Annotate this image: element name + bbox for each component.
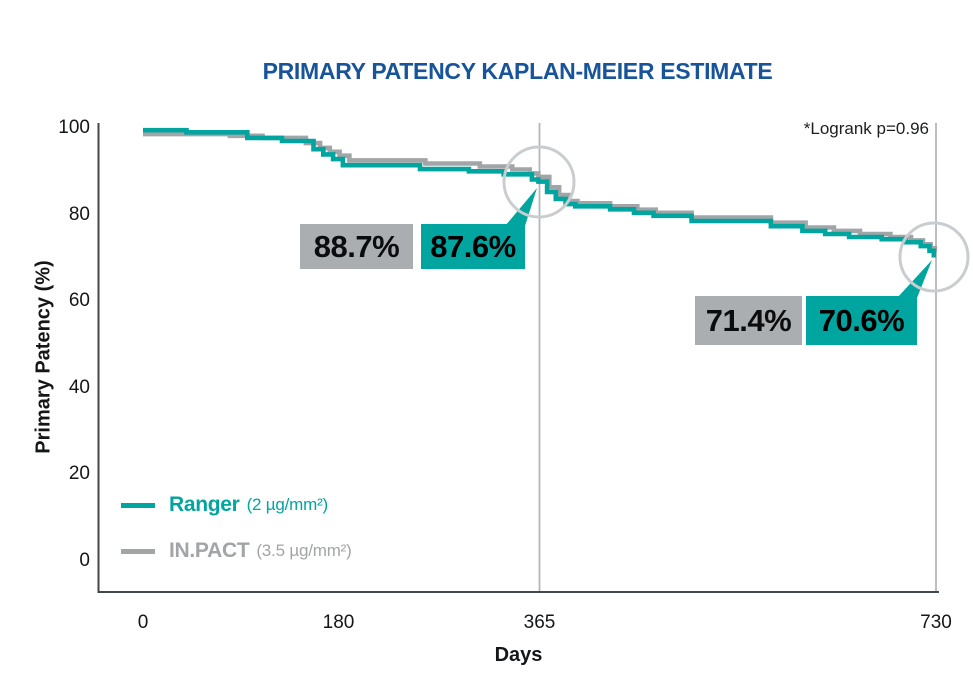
value-box-ranger-730: 70.6% (806, 296, 917, 345)
x-axis-title: Days (494, 644, 543, 666)
callout-pointer-365 (505, 188, 537, 226)
y-tick-80: 80 (68, 203, 90, 225)
highlight-circle-day-365 (502, 145, 576, 219)
legend-ranger-dose: (2 µg/mm²) (246, 495, 329, 514)
y-tick-60: 60 (68, 290, 90, 311)
y-tick-20: 20 (68, 463, 90, 484)
x-tick-365: 365 (523, 612, 556, 633)
value-box-inpact-365: 88.7% (300, 224, 413, 269)
legend-item-ranger: Ranger (2 µg/mm²) (121, 492, 352, 518)
legend: Ranger (2 µg/mm²) IN.PACT (3.5 µg/mm²) (121, 492, 352, 584)
y-tick-0: 0 (79, 549, 90, 571)
ranger-km-curve (143, 127, 937, 258)
legend-inpact-dose: (3.5 µg/mm²) (256, 541, 352, 560)
legend-item-inpact: IN.PACT (3.5 µg/mm²) (121, 538, 352, 564)
x-tick-180: 180 (322, 612, 355, 633)
y-axis-title: Primary Patency (%) (32, 260, 55, 454)
value-box-ranger-365: 87.6% (421, 224, 525, 269)
legend-inpact-name: IN.PACT (169, 539, 250, 562)
logrank-annotation: *Logrank p=0.96 (803, 119, 929, 138)
x-tick-730: 730 (920, 612, 952, 633)
ranger-line-swatch (121, 502, 155, 508)
page-title: PRIMARY PATENCY KAPLAN-MEIER ESTIMATE (262, 58, 773, 84)
inpact-line-swatch (121, 548, 155, 554)
legend-ranger-name: Ranger (169, 493, 240, 516)
y-tick-100: 100 (58, 117, 90, 138)
x-tick-0: 0 (137, 612, 149, 633)
y-tick-40: 40 (68, 376, 90, 398)
value-box-inpact-730: 71.4% (695, 296, 802, 345)
axis-lines (97, 123, 939, 593)
highlight-circle-day-730 (898, 221, 970, 293)
callout-pointer-730 (897, 260, 932, 298)
